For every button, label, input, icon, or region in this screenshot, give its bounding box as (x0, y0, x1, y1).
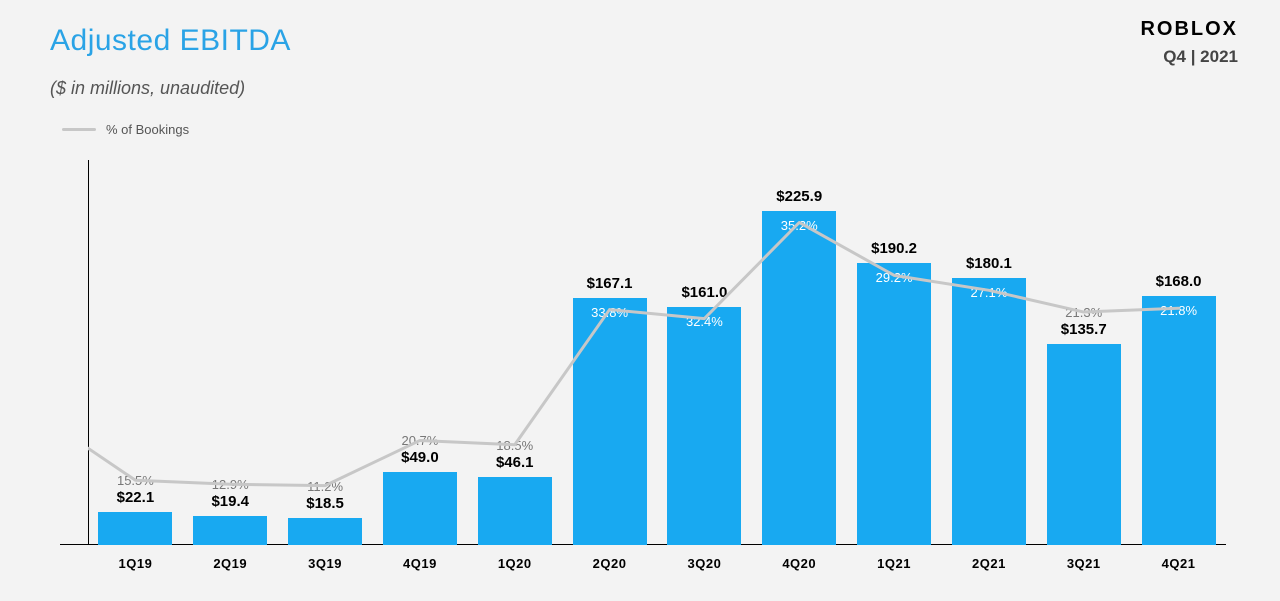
bar: $161.0 (667, 307, 741, 545)
pct-label: 35.2% (762, 218, 836, 233)
page-title: Adjusted EBITDA (50, 24, 291, 58)
pct-label: 21.8% (1142, 303, 1216, 318)
x-tick-label: 3Q21 (1036, 556, 1131, 571)
bar-value-label: $161.0 (667, 284, 741, 301)
pct-label: 21.3% (1047, 305, 1121, 320)
pct-label: 20.7% (383, 433, 457, 448)
bar: $168.0 (1142, 296, 1216, 545)
pct-label: 33.8% (573, 305, 647, 320)
plot-area: $22.115.5%$19.412.9%$18.511.2%$49.020.7%… (88, 160, 1226, 545)
bar: $18.5 (288, 518, 362, 545)
pct-label: 11.2% (288, 479, 362, 494)
pct-label: 15.5% (98, 473, 172, 488)
x-tick-label: 4Q20 (752, 556, 847, 571)
x-tick-label: 1Q21 (847, 556, 942, 571)
bar: $22.1 (98, 512, 172, 545)
x-tick-label: 2Q21 (942, 556, 1037, 571)
page-subtitle: ($ in millions, unaudited) (50, 78, 245, 99)
bar-value-label: $22.1 (98, 489, 172, 506)
bar-value-label: $46.1 (478, 454, 552, 471)
bar: $135.7 (1047, 344, 1121, 545)
bar: $167.1 (573, 298, 647, 545)
chart-area: $22.115.5%$19.412.9%$18.511.2%$49.020.7%… (60, 160, 1226, 573)
x-tick-label: 1Q20 (467, 556, 562, 571)
legend: % of Bookings (62, 122, 189, 137)
bar: $19.4 (193, 516, 267, 545)
bar: $46.1 (478, 477, 552, 545)
bar-value-label: $180.1 (952, 255, 1026, 272)
brand-period: Q4 | 2021 (1140, 47, 1238, 67)
x-tick-label: 2Q20 (562, 556, 657, 571)
bar-value-label: $49.0 (383, 449, 457, 466)
brand-block: ROBLOX Q4 | 2021 (1140, 18, 1238, 67)
legend-label: % of Bookings (106, 122, 189, 137)
bar-value-label: $225.9 (762, 188, 836, 205)
bar-value-label: $18.5 (288, 495, 362, 512)
bar-value-label: $135.7 (1047, 321, 1121, 338)
bar-value-label: $19.4 (193, 493, 267, 510)
x-tick-label: 4Q21 (1131, 556, 1226, 571)
pct-label: 18.5% (478, 438, 552, 453)
bar: $180.1 (952, 278, 1026, 545)
x-tick-label: 3Q19 (278, 556, 373, 571)
bar: $49.0 (383, 472, 457, 545)
bar-value-label: $190.2 (857, 240, 931, 257)
x-tick-label: 3Q20 (657, 556, 752, 571)
pct-label: 27.1% (952, 285, 1026, 300)
bar: $225.9 (762, 211, 836, 546)
x-tick-label: 1Q19 (88, 556, 183, 571)
x-tick-label: 4Q19 (373, 556, 468, 571)
slide: Adjusted EBITDA ($ in millions, unaudite… (0, 0, 1280, 601)
bar-value-label: $168.0 (1142, 273, 1216, 290)
brand-logo: ROBLOX (1140, 18, 1238, 41)
legend-swatch (62, 128, 96, 131)
bar-value-label: $167.1 (573, 275, 647, 292)
pct-label: 32.4% (667, 314, 741, 329)
bar: $190.2 (857, 263, 931, 545)
pct-label: 29.2% (857, 270, 931, 285)
pct-label: 12.9% (193, 477, 267, 492)
x-tick-label: 2Q19 (183, 556, 278, 571)
